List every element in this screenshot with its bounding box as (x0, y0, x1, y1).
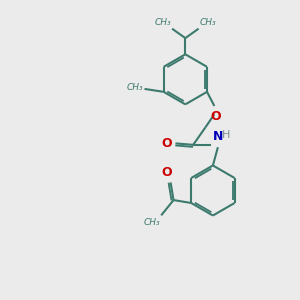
Text: N: N (213, 130, 223, 143)
Text: CH₃: CH₃ (200, 18, 216, 27)
Text: O: O (161, 167, 172, 179)
Text: CH₃: CH₃ (143, 218, 160, 227)
Text: O: O (210, 110, 221, 122)
Text: CH₃: CH₃ (154, 18, 171, 27)
Text: H: H (222, 130, 230, 140)
Text: CH₃: CH₃ (126, 83, 143, 92)
Text: O: O (161, 137, 172, 150)
